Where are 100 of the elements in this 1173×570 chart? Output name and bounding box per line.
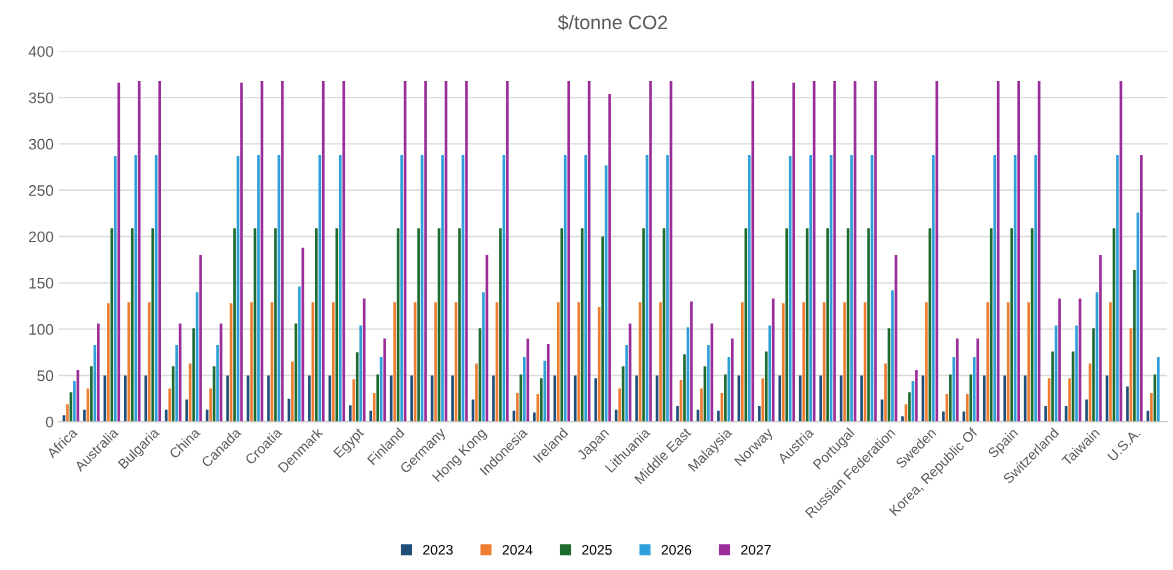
bar: [556, 302, 560, 422]
bar: [359, 325, 363, 422]
bar: [993, 155, 997, 422]
bar: [1109, 302, 1112, 422]
bar: [707, 344, 710, 422]
bar: [1003, 375, 1007, 422]
bar: [809, 155, 812, 422]
bar: [516, 393, 519, 422]
bar: [1092, 328, 1095, 422]
bar: [659, 302, 662, 422]
bar: [331, 302, 335, 422]
bar: [379, 356, 383, 422]
bar: [891, 290, 894, 422]
bar: [168, 388, 172, 422]
bar: [352, 379, 356, 422]
bar: [539, 378, 543, 422]
bar: [216, 344, 219, 422]
bar: [608, 93, 611, 422]
bar: [1150, 393, 1153, 422]
bar: [154, 155, 158, 422]
bar: [771, 298, 775, 422]
bar: [1126, 386, 1129, 422]
bar: [97, 323, 100, 422]
bar: [107, 303, 110, 422]
bar: [185, 399, 189, 422]
bar: [372, 393, 376, 422]
bar: [867, 228, 870, 422]
bar: [580, 228, 584, 422]
bar: [584, 155, 588, 422]
bar: [649, 80, 652, 422]
bar: [635, 375, 638, 422]
bar: [274, 228, 277, 422]
bar: [949, 374, 952, 422]
bar: [335, 228, 339, 422]
bar: [553, 375, 557, 422]
bar: [798, 375, 802, 422]
bar: [826, 228, 829, 422]
y-tick-label: 0: [45, 416, 54, 428]
bar: [577, 302, 581, 422]
bar: [666, 155, 669, 422]
bar: [1017, 80, 1020, 422]
bar: [1075, 325, 1078, 422]
bar: [731, 338, 734, 422]
bar: [843, 302, 846, 422]
bar: [240, 82, 243, 422]
bar: [560, 228, 564, 422]
bar: [458, 228, 461, 422]
y-tick-label: 50: [37, 370, 54, 382]
bar: [1133, 269, 1136, 422]
bar: [1068, 378, 1071, 422]
bar: [434, 302, 437, 422]
bar: [199, 255, 202, 422]
legend-label: 2025: [582, 544, 612, 555]
bar: [932, 155, 935, 422]
bar: [543, 360, 547, 422]
bar: [475, 363, 478, 422]
bar: [976, 338, 980, 422]
bar: [972, 356, 976, 422]
bar: [833, 80, 836, 422]
bar: [969, 374, 973, 422]
bar: [134, 155, 138, 422]
bar: [342, 80, 346, 422]
bar: [291, 361, 294, 422]
bar: [764, 351, 768, 422]
bar: [642, 228, 645, 422]
bar: [747, 155, 751, 422]
bar: [113, 155, 117, 422]
legend-label: 2026: [661, 544, 692, 555]
bar: [267, 375, 270, 422]
chart-title: $/tonne CO2: [557, 14, 668, 31]
bar: [410, 375, 413, 422]
bar: [1140, 155, 1143, 422]
bar: [761, 378, 765, 422]
bar: [318, 155, 322, 422]
bar: [717, 410, 720, 422]
bar: [874, 80, 877, 422]
bar: [781, 303, 785, 422]
bar: [117, 82, 121, 422]
bar: [130, 228, 134, 422]
bar: [110, 228, 114, 422]
bar: [338, 155, 342, 422]
bar: [233, 228, 236, 422]
bar: [499, 228, 502, 422]
bar: [700, 388, 703, 422]
bar: [482, 292, 485, 422]
bar: [1157, 356, 1160, 422]
legend-label: 2024: [502, 544, 533, 555]
bar: [573, 375, 577, 422]
bar: [362, 298, 366, 422]
bar: [523, 356, 526, 422]
bar: [164, 409, 168, 422]
bar: [492, 375, 495, 422]
bar: [376, 374, 380, 422]
bar: [788, 155, 792, 422]
y-tick-label: 100: [29, 324, 54, 335]
bar: [151, 228, 155, 422]
bar: [417, 228, 420, 422]
bar: [1023, 375, 1027, 422]
bar: [925, 302, 928, 422]
bar: [441, 155, 444, 422]
